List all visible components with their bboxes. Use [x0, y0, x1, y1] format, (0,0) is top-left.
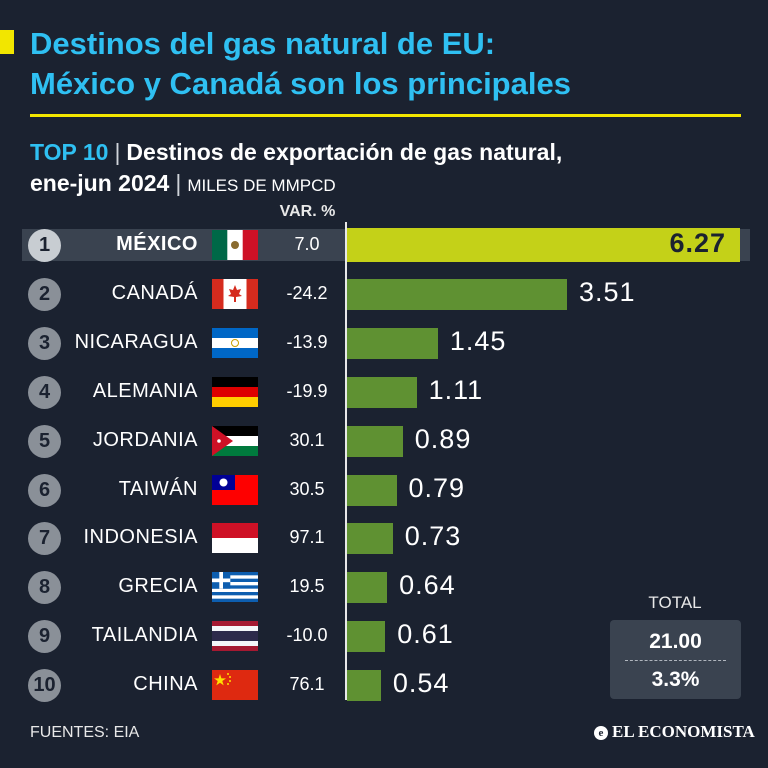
bar	[347, 670, 381, 702]
bar-value-label: 0.89	[414, 423, 472, 454]
rank-badge: 8	[28, 571, 61, 605]
bar-value-label: 0.54	[392, 668, 450, 699]
bar	[347, 425, 403, 457]
table-row: 3 NICARAGUA -13.9 1.45	[0, 323, 768, 363]
greece-flag-icon	[212, 572, 258, 603]
total-label: TOTAL	[648, 593, 702, 612]
subtitle-top-label: TOP 10	[30, 139, 109, 165]
bar	[347, 278, 567, 310]
jordan-flag-icon	[212, 425, 258, 456]
country-label: JORDANIA	[92, 428, 198, 451]
bar	[347, 621, 386, 653]
taiwan-flag-icon	[212, 474, 258, 505]
bar-value-label: 3.51	[579, 276, 636, 307]
subtitle-main: Destinos de exportación de gas natural,	[126, 139, 563, 165]
bar	[347, 523, 393, 555]
rank-badge: 6	[28, 473, 61, 507]
subtitle-separator: |	[114, 139, 121, 165]
country-label: CANADÁ	[111, 281, 198, 304]
table-row: 10 CHINA 76.1 0.54	[0, 665, 768, 705]
variation-value: -10.0	[286, 625, 328, 646]
total-variation: 3.3%	[651, 668, 700, 691]
title-accent-bar	[0, 30, 14, 54]
bar	[347, 228, 740, 262]
bar	[347, 376, 417, 408]
table-row: 7 INDONESIA 97.1 0.73	[0, 518, 768, 558]
page-title: Destinos del gas natural de EU: México y…	[30, 24, 750, 104]
table-row: 1 MÉXICO 7.0 6.27	[0, 225, 768, 265]
rank-badge: 5	[28, 424, 61, 458]
table-row: 2 CANADÁ -24.2 3.51	[0, 274, 768, 314]
country-label: ALEMANIA	[92, 379, 198, 402]
source-note: FUENTES: EIA	[30, 724, 140, 741]
variation-value: -13.9	[286, 331, 328, 352]
country-label: TAIWÁN	[118, 477, 198, 500]
title-line-2: México y Canadá son los principales	[30, 66, 571, 101]
chart-subtitle-period: ene-jun 2024 | MILES DE MMPCD	[30, 170, 336, 197]
country-label: TAILANDIA	[91, 624, 198, 647]
brand-mark-icon: e	[594, 726, 608, 740]
country-label: MÉXICO	[116, 233, 198, 255]
country-label: NICARAGUA	[74, 330, 198, 353]
total-value: 21.00	[649, 630, 702, 653]
variation-value: 76.1	[289, 674, 325, 695]
indonesia-flag-icon	[212, 523, 258, 554]
rank-badge: 2	[28, 277, 61, 311]
variation-column-header: VAR. %	[279, 203, 336, 220]
rank-badge: 4	[28, 375, 61, 409]
rank-badge: 10	[28, 669, 61, 703]
subtitle-separator-2: |	[175, 170, 182, 196]
variation-value: 97.1	[289, 527, 325, 548]
variation-value: 30.5	[289, 478, 325, 499]
thailand-flag-icon	[212, 621, 258, 652]
table-row: 8 GRECIA 19.5 0.64	[0, 567, 768, 607]
rank-badge: 3	[28, 326, 61, 360]
chart-subtitle: TOP 10 | Destinos de exportación de gas na…	[30, 139, 562, 166]
bar-value-label: 1.11	[428, 374, 484, 405]
bar-value-label: 0.79	[408, 472, 466, 503]
nicaragua-flag-icon	[212, 327, 258, 358]
bar-value-label: 0.61	[397, 619, 454, 650]
variation-value: 19.5	[289, 576, 325, 597]
table-row: 4 ALEMANIA -19.9 1.11	[0, 372, 768, 412]
germany-flag-icon	[212, 376, 258, 407]
bar-value-label: 0.64	[399, 570, 456, 601]
table-row: 9 TAILANDIA -10.0 0.61	[0, 616, 768, 656]
variation-value: -24.2	[286, 282, 328, 303]
total-box: 21.00 3.3%	[610, 620, 741, 699]
total-divider	[625, 660, 726, 661]
mexico-flag-icon	[212, 230, 258, 260]
title-line-1: Destinos del gas natural de EU:	[30, 26, 496, 61]
table-row: 6 TAIWÁN 30.5 0.79	[0, 470, 768, 510]
table-row: 5 JORDANIA 30.1 0.89	[0, 421, 768, 461]
canada-flag-icon	[212, 278, 258, 309]
rank-badge: 7	[28, 522, 61, 556]
bar	[347, 572, 388, 604]
country-label: GRECIA	[118, 575, 198, 598]
bar-value-label: 6.27	[669, 228, 726, 258]
title-divider	[30, 114, 741, 117]
brand-name: EL ECONOMISTA	[612, 722, 755, 741]
variation-value: 30.1	[289, 429, 325, 450]
bar-value-label: 1.45	[449, 325, 507, 356]
rank-badge: 1	[28, 229, 61, 262]
bar-value-label: 0.73	[404, 521, 462, 552]
axis-line	[345, 222, 347, 700]
country-label: CHINA	[133, 673, 198, 696]
brand-logo: e EL ECONOMISTA	[594, 722, 755, 742]
subtitle-period: ene-jun 2024	[30, 170, 170, 196]
variation-value: -19.9	[286, 380, 328, 401]
rank-badge: 9	[28, 620, 61, 654]
bar	[347, 327, 438, 359]
subtitle-units: MILES DE MMPCD	[187, 176, 336, 195]
variation-value: 7.0	[294, 234, 320, 254]
country-label: INDONESIA	[83, 526, 198, 549]
china-flag-icon	[212, 670, 258, 701]
bar	[347, 474, 397, 506]
